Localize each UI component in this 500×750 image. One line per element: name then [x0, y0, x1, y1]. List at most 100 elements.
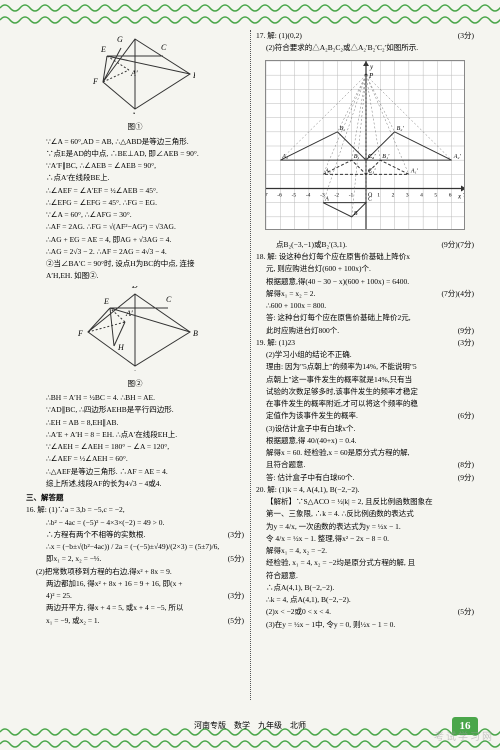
svg-text:-7: -7 — [265, 192, 268, 198]
text-line: 第一、三象限, ∴k = 4. ∴反比例函数的表达式 — [256, 508, 474, 519]
text-line: ∴∠AEF = ½∠AEH = 60°. — [26, 453, 244, 464]
svg-text:7: 7 — [463, 192, 465, 198]
figure-2: ABCDEFHA′ — [26, 286, 244, 374]
svg-text:3: 3 — [406, 192, 409, 198]
text-line: 即x₁ = 2, x₂ = −⅓.(5分) — [26, 553, 244, 564]
svg-text:B₁′: B₁′ — [382, 154, 390, 160]
text-line: ∴点A′在线段BE上. — [26, 172, 244, 183]
svg-text:B: B — [193, 71, 195, 80]
svg-text:4: 4 — [420, 192, 423, 198]
svg-text:B: B — [193, 329, 198, 338]
column-divider — [250, 30, 251, 700]
svg-text:B: B — [354, 210, 358, 216]
svg-text:P: P — [368, 72, 374, 80]
svg-text:5: 5 — [434, 192, 437, 198]
text-line: ∴600 + 100x = 800. — [256, 300, 474, 311]
text-line: (3)设估计盒子中有白球x个. — [256, 423, 474, 434]
text-line: 解得x₁ = 4, x₂ = −2. — [256, 545, 474, 556]
text-line: ∵A′F∥BC, ∴∠AEB = ∠AEB = 90°, — [26, 160, 244, 171]
svg-text:A′: A′ — [130, 69, 138, 78]
svg-text:C₂′: C₂′ — [368, 154, 376, 160]
text-line: ∴△AEF是等边三角形. ∴AF = AE = 4. — [26, 466, 244, 477]
text-line: ∴AG = 2√3 − 2. ∴AF = 2AG = 4√3 − 4. — [26, 246, 244, 257]
page-body: ABCDEFGA′ 图① ∵∠A = 60°,AD = AB, ∴△ABD是等边… — [20, 30, 480, 720]
text-line: ∵∠A = 60°, ∴∠AFG = 30°. — [26, 209, 244, 220]
text-line: (3)在y = ½x − 1中, 令y = 0, 则½x − 1 = 0. — [256, 619, 474, 630]
svg-text:B₁: B₁ — [354, 154, 360, 160]
text-line: A′H,EH. 如图②. — [26, 270, 244, 281]
text-line: 为y = 4/x, 一次函数的表达式为y = ½x − 1. — [256, 521, 474, 532]
page-footer: 河南专版 数学 九年级 北师 — [0, 720, 500, 731]
text-line: 元, 则应购进台灯(600 + 100x)个. — [256, 263, 474, 274]
text-line: ∴k = 4, 点A(4,1), B(−2,−2). — [256, 594, 474, 605]
text-line: 试验的次数足够多时,该事件发生的频率才稳定 — [256, 386, 474, 397]
svg-text:6: 6 — [449, 192, 452, 198]
text-line: ∵∠A = 60°,AD = AB, ∴△ABD是等边三角形. — [26, 136, 244, 147]
svg-text:C: C — [166, 295, 172, 304]
text-line: 20. 解: (1)k = 4, A(4,1), B(−2,−2). — [256, 484, 474, 495]
text-line: (2)学习小组的结论不正确. — [256, 349, 474, 360]
svg-text:-6: -6 — [277, 192, 282, 198]
text-line: ∴∠AEF = ∠A′EF = ½∠AEB = 45°. — [26, 185, 244, 196]
text-line: ∴x = (−b±√(b²−4ac)) / 2a = (−(−5)±√49)/(… — [26, 541, 244, 552]
wave-top-1 — [0, 2, 500, 14]
svg-text:A: A — [130, 111, 136, 114]
svg-text:B₂: B₂ — [339, 125, 345, 131]
svg-text:-5: -5 — [292, 192, 297, 198]
text-line: 16. 解: (1)∵a = 3,b = −5,c = −2, — [26, 504, 244, 515]
svg-text:G: G — [117, 35, 123, 44]
text-line: 根据题意,得 40/(40+x) = 0.4. — [256, 435, 474, 446]
text-line: 【解析】∵S△ACO = ½|k| = 2, 且反比例函数图象在 — [256, 496, 474, 507]
svg-text:A₁: A₁ — [324, 168, 331, 174]
svg-text:C: C — [161, 43, 167, 52]
svg-text:E: E — [100, 45, 106, 54]
svg-text:B₂′: B₂′ — [397, 125, 405, 131]
text-line: ∴AF = 2AG. ∴FG = √(AF²−AG²) = √3AG. — [26, 221, 244, 232]
text-line: ∴点A(4,1), B(−2,−2). — [256, 582, 474, 593]
text-line: 点朝上"这一事件发生的概率就是14%,只有当 — [256, 374, 474, 385]
text-line: 综上所述,线段AF的长为4√3 − 4或4. — [26, 478, 244, 489]
figure-1: ABCDEFGA′ — [26, 34, 244, 117]
text-line: x₁ = −9, 或x₂ = 1.(5分) — [26, 615, 244, 626]
svg-text:A: A — [131, 369, 137, 371]
text-line: ∵点E是AD的中点, ∴BE⊥AD, 即∠AEB = 90°. — [26, 148, 244, 159]
text-line: ∴A′E + A′H = 8 = EH. ∴点A′在线段EH上. — [26, 429, 244, 440]
right-column: 17. 解: (1)(0,2)(3分)(2)符合要求的△A₂B₂C₂或△A₂′B… — [250, 30, 480, 720]
text-line: ∴b² − 4ac = (−5)² − 4×3×(−2) = 49 > 0. — [26, 517, 244, 528]
wave-top-2 — [0, 14, 500, 26]
text-line: ∴EH = AB = 8,EH∥AB. — [26, 417, 244, 428]
text-line: 此时应购进台灯800个.(9分) — [256, 325, 474, 336]
figure-2-caption: 图② — [26, 378, 244, 389]
grid-chart: xyO-7-6-5-4-3-2-11234567PABCA₁B₁C₁A₂B₂C₂… — [256, 58, 474, 235]
text-line: 点B₂(−3,−1)或B₂′(3,1).(9分) — [256, 239, 474, 250]
text-line: 两边都加16, 得x² + 8x + 16 = 9 + 16, 即(x + — [26, 578, 244, 589]
text-line: ∴∠EFG = ∠EFG = 45°. ∴FG = EG. — [26, 197, 244, 208]
svg-text:-2: -2 — [334, 192, 339, 198]
text-line: (2)把常数项移到方程的右边,得x² + 8x = 9. — [26, 566, 244, 577]
svg-text:A₂: A₂ — [281, 154, 288, 160]
text-line: 17. 解: (1)(0,2)(3分) — [256, 30, 474, 41]
left-column: ABCDEFGA′ 图① ∵∠A = 60°,AD = AB, ∴△ABD是等边… — [20, 30, 250, 720]
text-line: 解得x = 60. 经检验,x = 60是原分式方程的解, — [256, 447, 474, 458]
text-line: 19. 解: (1)23(3分) — [256, 337, 474, 348]
text-line: 三、解答题 — [26, 492, 244, 503]
svg-text:A₂′: A₂′ — [453, 154, 462, 160]
text-line: ∴AG + EG = AE = 4, 即AG + √3AG = 4. — [26, 234, 244, 245]
watermark: 考试学习网 — [434, 728, 494, 743]
text-line: (2)x < −2或0 < x < 4.(5分) — [256, 606, 474, 617]
svg-text:H: H — [117, 343, 125, 352]
text-line: 答: 估计盒子中有白球60个.(9分) — [256, 472, 474, 483]
text-line: 4)² = 25.(3分) — [26, 590, 244, 601]
text-line: 在事件发生的概率附近,才可以将这个频率的稳 — [256, 398, 474, 409]
svg-text:y: y — [369, 63, 374, 71]
text-line: ②当∠BA′C = 90°时, 设点H为BC的中点, 连接 — [26, 258, 244, 269]
figure-1-caption: 图① — [26, 121, 244, 132]
text-line: 令 4/x = ½x − 1. 整理,得x² − 2x − 8 = 0. — [256, 533, 474, 544]
text-line: 且符合题意.(8分) — [256, 459, 474, 470]
svg-text:2: 2 — [392, 192, 395, 198]
text-line: ∴方程有两个不相等的实数根.(3分) — [26, 529, 244, 540]
text-line: 两边开平方, 得x + 4 = 5, 或x + 4 = −5, 所以 — [26, 602, 244, 613]
svg-text:F: F — [77, 329, 83, 338]
svg-text:x: x — [457, 192, 462, 200]
text-line: 解得x₁ = x₂ = 2.(7分) — [256, 288, 474, 299]
